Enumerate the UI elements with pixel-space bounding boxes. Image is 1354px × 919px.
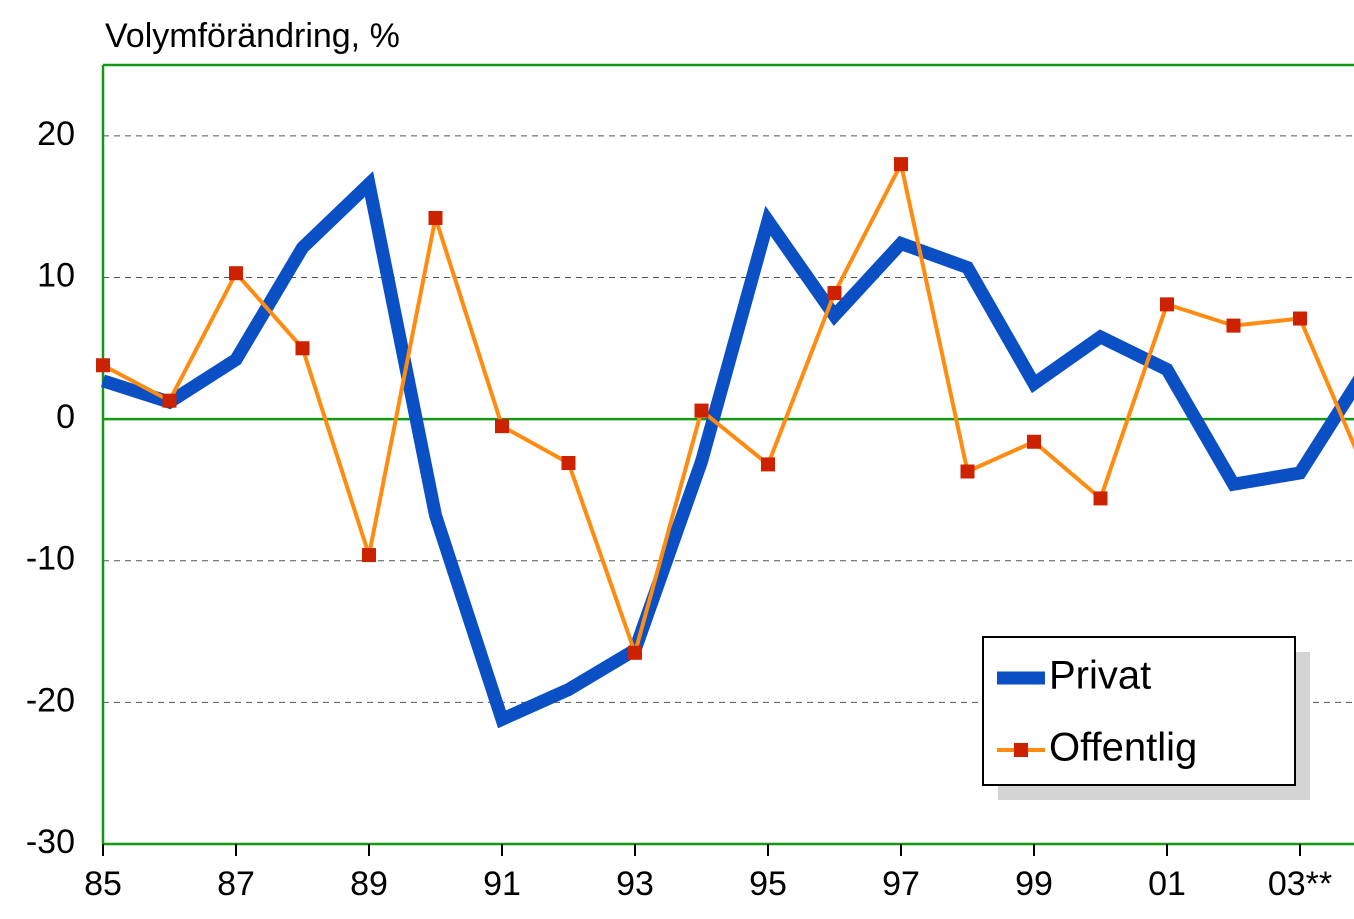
marker	[894, 157, 908, 172]
x-tick-label: 87	[217, 865, 255, 903]
marker	[162, 393, 177, 408]
x-tick-label: 01	[1148, 865, 1186, 903]
line-0	[101, 171, 1354, 729]
y-tick-label: -30	[26, 823, 75, 861]
marker	[1226, 318, 1241, 333]
marker	[96, 358, 110, 373]
x-tick-label: 85	[84, 865, 122, 903]
legend	[982, 636, 1296, 786]
plot	[96, 157, 1354, 729]
marker	[694, 403, 709, 418]
marker	[295, 341, 310, 356]
x-tick-label: 99	[1015, 865, 1053, 903]
legend-label: Privat	[1049, 654, 1151, 698]
x-tick-label: 95	[749, 865, 787, 903]
x-tick-label: 97	[882, 865, 920, 903]
x-tick-label: 93	[616, 865, 654, 903]
y-tick-label: 10	[37, 256, 75, 294]
x-tick-label: 03**	[1268, 865, 1332, 903]
marker	[561, 455, 576, 470]
marker	[428, 210, 443, 225]
x-tick-label: 91	[483, 865, 521, 903]
y-axis-label: Volymförändring, %	[105, 17, 400, 55]
marker	[1093, 491, 1108, 506]
line-1	[102, 158, 1354, 660]
legend-label: Offentlig	[1049, 726, 1197, 770]
marker	[1293, 311, 1307, 326]
marker	[1160, 297, 1174, 312]
marker	[229, 266, 243, 281]
y-tick-label: 20	[37, 115, 75, 153]
marker	[960, 464, 975, 479]
marker	[628, 645, 642, 660]
y-tick-label: 0	[56, 398, 75, 436]
marker	[362, 548, 376, 563]
y-tick-label: -10	[26, 540, 75, 578]
legend-marker	[1014, 743, 1028, 757]
x-tick-label: 89	[350, 865, 388, 903]
marker	[1027, 434, 1041, 449]
marker	[827, 286, 842, 301]
marker	[761, 457, 775, 472]
y-tick-label: -20	[26, 681, 75, 719]
marker	[495, 419, 509, 434]
